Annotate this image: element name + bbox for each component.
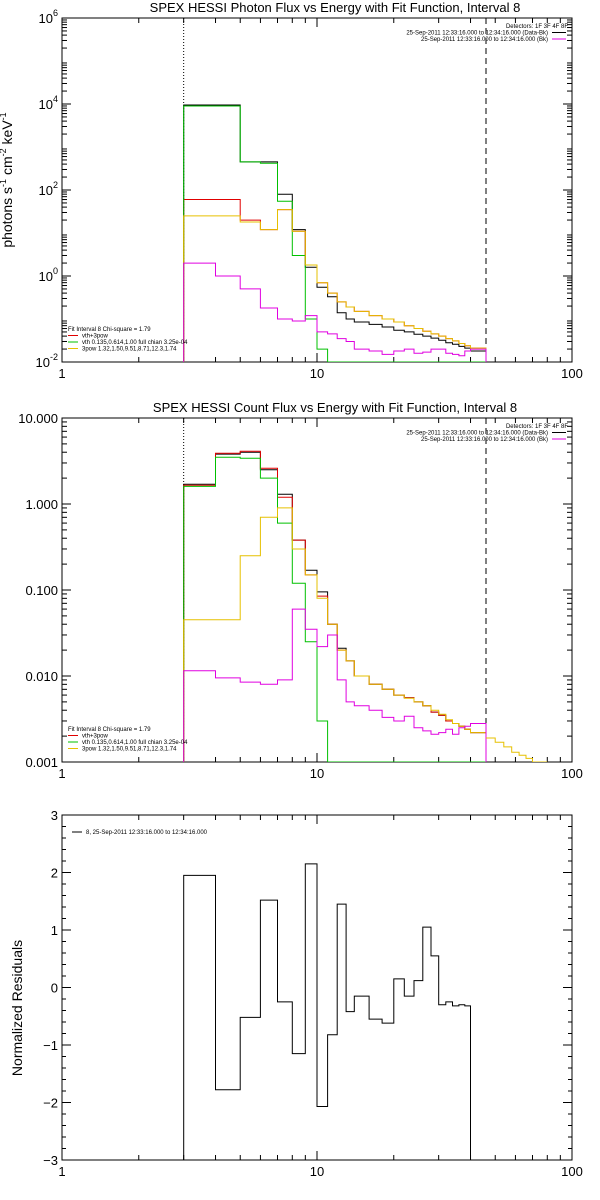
count-flux-title: SPEX HESSI Count Flux vs Energy with Fit…: [153, 400, 517, 415]
count-flux-y-tick-label: 0.100: [25, 583, 58, 598]
photon-flux-legend-entry-text: 25-Sep-2011 12:33:16.000 to 12:34:16.000…: [421, 37, 548, 43]
residuals-y-tick-label: −3: [43, 1153, 58, 1168]
photon-flux-y-tick-base: 10: [39, 11, 53, 26]
count-flux-series-2-line: [183, 456, 487, 762]
photon-flux-fit-legend-entry-text: 3pow 1.32,1.50,9.51,8.71,12.3,1.74: [82, 347, 177, 353]
photon-flux-series-1-line: [183, 199, 487, 362]
photon-flux-y-tick-label: 106: [39, 8, 58, 26]
residuals-x-tick-label: 1: [58, 1164, 65, 1179]
photon-flux-fit-legend-entry-text: vth 0.135,0.614,1.00 full chian 3.25e-04: [82, 340, 188, 346]
photon-flux-y-tick-base: 10: [39, 269, 53, 284]
photon-flux-plot-frame: [61, 17, 573, 363]
residuals-y-tick-label: 3: [51, 808, 58, 823]
count-flux-panel: SPEX HESSI Count Flux vs Energy with Fit…: [18, 400, 583, 781]
count-flux-x-tick-label: 1: [58, 766, 65, 781]
photon-flux-y-tick-base: 10: [39, 97, 53, 112]
photon-flux-data: [183, 104, 487, 362]
photon-flux-x-tick-label: 10: [310, 366, 324, 381]
photon-flux-fit-legend-entry-text: vth+3pow: [82, 334, 109, 340]
photon-flux-y-tick-exponent: -2: [50, 352, 58, 362]
photon-flux-title: SPEX HESSI Photon Flux vs Energy with Fi…: [150, 0, 521, 15]
photon-flux-y-tick-exponent: 2: [53, 180, 58, 190]
photon-flux-y-tick-exponent: 0: [53, 266, 58, 276]
count-flux-y-tick-label: 10.000: [18, 411, 58, 426]
count-flux-series-4-line: [183, 608, 487, 762]
photon-flux-legend-entry-text: 25-Sep-2011 12:33:16.000 to 12:34:16.000…: [406, 31, 548, 37]
photon-flux-fit-legend-entry-text: Fit Interval 8 Chi-square = 1.79: [68, 327, 151, 333]
residuals-x-tick-label: 100: [561, 1164, 583, 1179]
count-flux-series-3-line: [183, 507, 487, 762]
count-flux-x-tick-label: 100: [561, 766, 583, 781]
count-flux-data: [183, 450, 548, 762]
residuals-y-tick-label: 0: [51, 981, 58, 996]
photon-flux-panel: SPEX HESSI Photon Flux vs Energy with Fi…: [0, 0, 583, 381]
photon-flux-y-tick-label: 10-2: [36, 352, 58, 370]
photon-flux-y-tick-label: 100: [39, 266, 58, 284]
photon-flux-y-axis-label: photons s-1 cm-2 keV-1: [0, 112, 15, 247]
count-flux-x-tick-label: 10: [310, 766, 324, 781]
count-flux-y-tick-label: 0.001: [25, 755, 58, 770]
photon-flux-y-tick-label: 104: [39, 94, 58, 112]
photon-flux-y-tick-base: 10: [39, 183, 53, 198]
count-flux-fit-legend-entry-text: vth+3pow: [82, 734, 109, 740]
photon-flux-series-2-line: [183, 105, 487, 362]
photon-flux-x-tick-label: 1: [58, 366, 65, 381]
residuals-y-tick-label: −2: [43, 1096, 58, 1111]
photon-flux-series-3-line: [183, 209, 487, 362]
count-flux-series-0-line: [183, 451, 487, 762]
count-flux-legend-entry-text: 25-Sep-2011 12:33:16.000 to 12:34:16.000…: [421, 437, 548, 443]
photon-flux-series-4-line: [183, 262, 487, 362]
residuals-y-tick-label: 1: [51, 923, 58, 938]
photon-flux-y-tick-base: 10: [36, 355, 50, 370]
photon-flux-series-0-line: [183, 104, 487, 362]
count-flux-fit-legend-entry-text: 3pow 1.32,1.50,9.51,8.71,12.3,1.74: [82, 747, 177, 753]
photon-flux-y-tick-exponent: 6: [53, 8, 58, 18]
residuals-series-0-line: [183, 863, 487, 1160]
photon-flux-y-tick-label: 102: [39, 180, 58, 198]
count-flux-y-tick-label: 1.000: [25, 497, 58, 512]
residuals-legend-entry-text: 8, 25-Sep-2011 12:33:16.000 to 12:34:16.…: [86, 830, 208, 836]
photon-flux-x-tick-label: 100: [561, 366, 583, 381]
photon-flux-legend-entry-text: Detectors: 1F 3F 4F 8F: [506, 24, 568, 30]
count-flux-series-1-line: [183, 450, 487, 762]
count-flux-fit-legend-entry-text: Fit Interval 8 Chi-square = 1.79: [68, 727, 151, 733]
residuals-data: [183, 863, 487, 1160]
count-flux-y-tick-label: 0.010: [25, 669, 58, 684]
count-flux-model-tail-line: [486, 737, 548, 762]
residuals-y-tick-label: −1: [43, 1038, 58, 1053]
residuals-x-tick-label: 10: [310, 1164, 324, 1179]
count-flux-fit-legend-entry-text: vth 0.135,0.614,1.00 full chian 3.25e-04: [82, 740, 188, 746]
photon-flux-y-tick-exponent: 4: [53, 94, 58, 104]
residuals-y-tick-label: 2: [51, 866, 58, 881]
residuals-y-axis-label: Normalized Residuals: [9, 940, 25, 1076]
residuals-panel: Normalized Residuals 1 10 100 −3 −2 −1 0 1 2 3 8, …: [9, 808, 583, 1179]
count-flux-legend-entry-text: 25-Sep-2011 12:33:16.000 to 12:34:16.000…: [406, 431, 548, 437]
count-flux-legend-entry-text: Detectors: 1F 3F 4F 8F: [506, 424, 568, 430]
